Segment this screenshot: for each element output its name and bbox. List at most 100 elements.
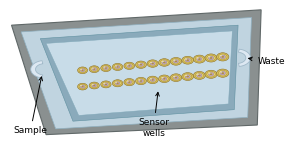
Ellipse shape (186, 59, 189, 61)
Ellipse shape (115, 82, 117, 83)
Ellipse shape (220, 71, 226, 75)
Ellipse shape (218, 70, 227, 76)
Ellipse shape (207, 55, 215, 61)
Ellipse shape (220, 55, 226, 59)
Ellipse shape (220, 71, 222, 73)
Ellipse shape (160, 60, 168, 65)
Ellipse shape (173, 60, 179, 63)
Ellipse shape (170, 58, 182, 65)
Ellipse shape (149, 77, 157, 82)
Ellipse shape (149, 61, 157, 66)
Ellipse shape (151, 63, 154, 64)
Ellipse shape (91, 83, 98, 88)
Ellipse shape (104, 83, 108, 86)
Ellipse shape (194, 71, 205, 79)
Ellipse shape (197, 57, 202, 61)
Ellipse shape (173, 76, 179, 79)
Ellipse shape (163, 62, 166, 63)
Ellipse shape (221, 72, 224, 74)
Ellipse shape (208, 72, 211, 74)
Ellipse shape (221, 56, 224, 58)
Ellipse shape (114, 81, 121, 86)
Ellipse shape (217, 69, 229, 77)
Ellipse shape (77, 83, 88, 90)
Ellipse shape (210, 73, 213, 75)
Ellipse shape (116, 66, 119, 68)
Ellipse shape (220, 55, 222, 56)
Ellipse shape (80, 69, 85, 72)
Ellipse shape (218, 54, 227, 60)
Ellipse shape (151, 79, 154, 81)
Ellipse shape (79, 84, 86, 89)
Ellipse shape (127, 64, 129, 65)
Ellipse shape (79, 68, 86, 73)
Ellipse shape (137, 62, 145, 67)
Ellipse shape (175, 60, 177, 62)
Ellipse shape (139, 63, 143, 66)
Ellipse shape (150, 62, 152, 63)
Ellipse shape (207, 71, 215, 77)
Ellipse shape (112, 80, 123, 87)
Ellipse shape (205, 54, 217, 62)
Ellipse shape (208, 56, 214, 60)
Ellipse shape (105, 67, 107, 69)
Ellipse shape (198, 75, 201, 76)
Ellipse shape (102, 82, 109, 87)
Ellipse shape (159, 59, 170, 66)
Text: Sample: Sample (14, 77, 48, 135)
Ellipse shape (170, 74, 182, 82)
Ellipse shape (217, 53, 229, 61)
Ellipse shape (103, 83, 105, 84)
Polygon shape (31, 61, 43, 78)
Ellipse shape (91, 67, 98, 72)
Ellipse shape (82, 70, 84, 71)
Ellipse shape (126, 63, 133, 68)
Ellipse shape (115, 65, 117, 66)
Ellipse shape (135, 77, 146, 85)
Ellipse shape (185, 75, 190, 78)
Ellipse shape (115, 65, 120, 69)
Ellipse shape (115, 82, 120, 85)
Ellipse shape (114, 64, 121, 69)
Ellipse shape (139, 79, 143, 83)
Polygon shape (21, 18, 251, 129)
Ellipse shape (80, 85, 85, 88)
Ellipse shape (162, 61, 167, 64)
Ellipse shape (138, 63, 141, 64)
Ellipse shape (124, 62, 135, 69)
Ellipse shape (101, 65, 111, 72)
Ellipse shape (196, 57, 199, 59)
Ellipse shape (112, 63, 123, 71)
Ellipse shape (92, 68, 94, 69)
Ellipse shape (128, 65, 130, 67)
Ellipse shape (80, 85, 82, 86)
Ellipse shape (198, 58, 201, 60)
Ellipse shape (137, 78, 145, 84)
Ellipse shape (160, 76, 168, 81)
Ellipse shape (135, 61, 146, 68)
Ellipse shape (147, 60, 158, 67)
Ellipse shape (182, 73, 194, 80)
Ellipse shape (77, 67, 88, 74)
Ellipse shape (159, 75, 170, 83)
Ellipse shape (140, 80, 142, 82)
Ellipse shape (173, 76, 175, 77)
Ellipse shape (150, 62, 155, 65)
Ellipse shape (127, 80, 129, 82)
Ellipse shape (182, 56, 194, 64)
Ellipse shape (128, 81, 130, 83)
Ellipse shape (172, 75, 180, 80)
Ellipse shape (185, 58, 190, 62)
Text: Sensor
wells: Sensor wells (138, 92, 169, 137)
Ellipse shape (80, 69, 82, 70)
Ellipse shape (105, 84, 107, 85)
Ellipse shape (195, 73, 204, 78)
Ellipse shape (126, 80, 133, 85)
Ellipse shape (185, 58, 187, 60)
Ellipse shape (127, 80, 132, 84)
Ellipse shape (183, 58, 192, 63)
Ellipse shape (183, 74, 192, 79)
Ellipse shape (173, 60, 175, 61)
Ellipse shape (175, 77, 177, 79)
Polygon shape (12, 10, 261, 135)
